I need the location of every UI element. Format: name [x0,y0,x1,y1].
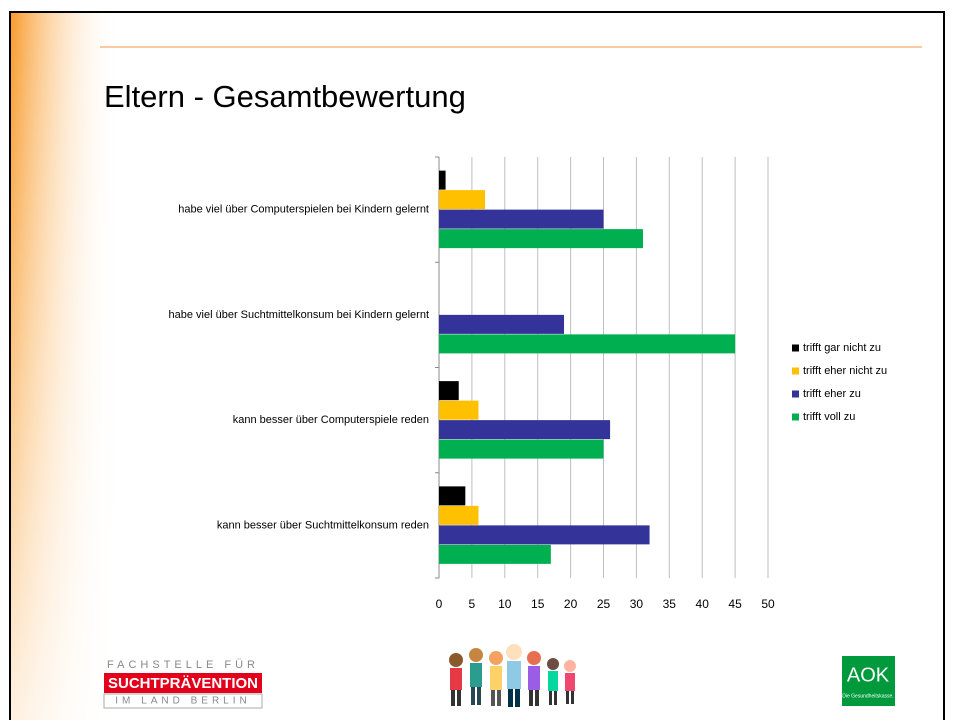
bar [439,401,478,420]
x-tick-label: 25 [597,597,611,611]
legend-swatch [792,345,799,352]
aok-name: AOK [847,664,890,686]
legend-swatch [792,414,799,421]
x-tick-label: 5 [469,597,476,611]
legend-label: trifft voll zu [803,411,855,423]
slide-title: Eltern - Gesamtbewertung [104,79,466,114]
fachstelle-logo: FACHSTELLE FÜR SUCHTPRÄVENTION IM LAND B… [104,659,262,708]
bar [439,334,735,353]
page: Eltern - Gesamtbewertung 0 5 10 15 20 25 30 35 4… [0,0,954,725]
bar [439,190,485,209]
logo-line: FACHSTELLE FÜR [107,659,259,671]
gradient-fade [10,12,120,720]
logo-line: IM LAND BERLIN [115,696,250,707]
aok-logo: AOK Die Gesundheitskasse. [842,656,895,706]
kids-picture [449,644,576,707]
slide: Eltern - Gesamtbewertung 0 5 10 15 20 25 30 35 4… [0,0,954,720]
logo-line: SUCHTPRÄVENTION [108,675,258,692]
x-tick-label: 45 [728,597,742,611]
chart: 0 5 10 15 20 25 30 35 40 45 50 habe viel über Compu… [169,157,888,611]
bar [439,229,643,248]
bar [439,486,465,505]
bar [439,440,604,459]
bar [439,545,551,564]
x-tick-label: 40 [696,597,710,611]
x-tick-label: 20 [564,597,578,611]
x-tick-label: 0 [436,597,443,611]
legend-label: trifft gar nicht zu [803,342,881,354]
x-tick-label: 35 [663,597,677,611]
y-tick-label: kann besser über Computerspiele reden [233,414,429,426]
legend-swatch [792,391,799,398]
x-tick-label: 10 [498,597,512,611]
y-tick-label: kann besser über Suchtmittelkonsum reden [217,519,429,531]
x-tick-label: 15 [531,597,545,611]
y-tick-label: habe viel über Suchtmittelkonsum bei Kin… [169,309,429,321]
bar [439,506,478,525]
bar [439,210,604,229]
bar [439,381,459,400]
x-tick-label: 50 [761,597,775,611]
aok-tagline: Die Gesundheitskasse. [842,693,893,699]
bar [439,171,446,190]
bar [439,525,650,544]
legend-swatch [792,368,799,375]
y-tick-label: habe viel über Computerspielen bei Kinde… [178,204,429,216]
legend-label: trifft eher nicht zu [803,365,887,377]
legend-label: trifft eher zu [803,388,861,400]
x-tick-label: 30 [630,597,644,611]
bar [439,315,564,334]
bar [439,420,610,439]
